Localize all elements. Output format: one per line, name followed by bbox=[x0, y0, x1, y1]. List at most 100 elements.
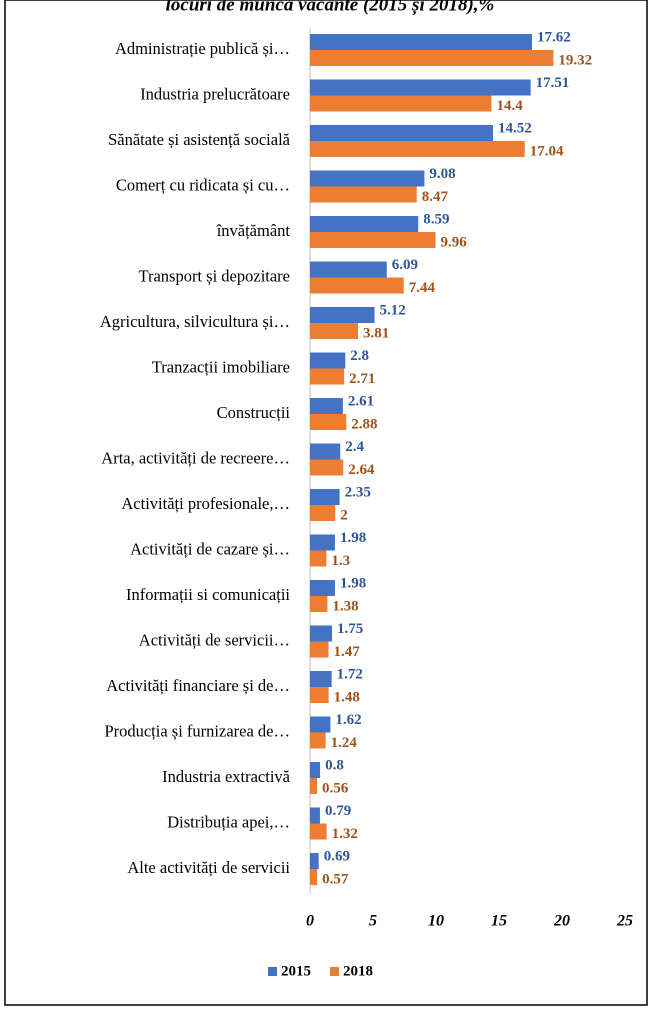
value-label: 14.52 bbox=[498, 120, 532, 136]
legend-swatch bbox=[268, 967, 277, 976]
category-label: învățământ bbox=[216, 221, 291, 240]
legend-swatch bbox=[330, 967, 339, 976]
bar bbox=[310, 232, 436, 248]
value-label: 1.98 bbox=[340, 530, 366, 546]
bar bbox=[310, 778, 318, 794]
x-tick-label: 15 bbox=[491, 913, 507, 930]
value-label: 1.62 bbox=[335, 712, 361, 728]
bar bbox=[310, 459, 344, 476]
value-label: 0.69 bbox=[324, 848, 350, 864]
value-label: 2 bbox=[340, 507, 348, 523]
bar bbox=[310, 95, 492, 112]
value-label: 0.79 bbox=[325, 803, 351, 819]
category-label: Activități de servicii… bbox=[139, 630, 290, 649]
bar bbox=[310, 216, 419, 232]
chart-title: locuri de muncă vacante (2015 și 2018),% bbox=[166, 0, 495, 15]
bar bbox=[310, 141, 525, 157]
bar bbox=[310, 50, 554, 66]
bar bbox=[310, 687, 329, 703]
bar bbox=[310, 869, 318, 885]
category-label: Activități financiare și de… bbox=[106, 676, 290, 695]
x-tick-label: 20 bbox=[553, 913, 570, 930]
value-label: 9.08 bbox=[429, 166, 455, 182]
value-label: 1.75 bbox=[337, 621, 363, 637]
bar bbox=[310, 277, 404, 294]
legend-label: 2015 bbox=[281, 963, 311, 979]
value-label: 1.3 bbox=[331, 553, 350, 569]
bar bbox=[310, 550, 327, 567]
value-label: 1.98 bbox=[340, 575, 366, 591]
bar bbox=[310, 307, 375, 323]
category-label: Comerț cu ridicata și cu… bbox=[116, 175, 290, 194]
value-label: 0.8 bbox=[325, 757, 344, 773]
bar bbox=[310, 398, 343, 414]
value-label: 1.47 bbox=[334, 644, 361, 660]
category-label: Industria extractivă bbox=[162, 767, 290, 786]
x-tick-label: 5 bbox=[369, 913, 377, 930]
bar bbox=[310, 762, 321, 778]
legend-label: 2018 bbox=[343, 963, 373, 979]
bar bbox=[310, 489, 340, 505]
value-label: 8.47 bbox=[422, 189, 449, 205]
value-label: 7.44 bbox=[409, 280, 436, 296]
value-label: 17.51 bbox=[536, 75, 570, 91]
category-label: Agricultura, silvicultura și… bbox=[100, 312, 290, 331]
value-label: 1.24 bbox=[331, 735, 358, 751]
category-label: Administrație publică și… bbox=[115, 39, 290, 58]
value-label: 2.4 bbox=[345, 439, 364, 455]
category-label: Construcții bbox=[217, 403, 291, 422]
bar bbox=[310, 186, 417, 203]
value-label: 1.32 bbox=[332, 826, 358, 842]
value-label: 8.59 bbox=[423, 211, 449, 227]
value-label: 14.4 bbox=[496, 98, 523, 114]
bar bbox=[310, 261, 387, 278]
bar bbox=[310, 323, 359, 339]
bar bbox=[310, 807, 320, 824]
value-label: 9.96 bbox=[440, 234, 467, 250]
x-tick-label: 0 bbox=[306, 913, 314, 930]
bar bbox=[310, 732, 326, 749]
value-label: 2.61 bbox=[348, 393, 374, 409]
value-label: 19.32 bbox=[558, 52, 592, 68]
bar bbox=[310, 368, 345, 385]
value-label: 5.12 bbox=[380, 302, 406, 318]
value-label: 2.71 bbox=[349, 371, 375, 387]
bar bbox=[310, 625, 333, 642]
value-label: 0.57 bbox=[322, 871, 349, 887]
value-label: 2.88 bbox=[351, 416, 377, 432]
value-label: 17.04 bbox=[530, 143, 564, 159]
bar bbox=[310, 505, 336, 521]
category-label: Industria prelucrătoare bbox=[140, 84, 290, 103]
bar bbox=[310, 853, 319, 869]
frame bbox=[4, 0, 648, 1006]
category-label: Informații si comunicații bbox=[126, 585, 290, 604]
bar bbox=[310, 534, 335, 551]
bar bbox=[310, 823, 327, 840]
category-label: Activități profesionale,… bbox=[121, 494, 290, 513]
bar bbox=[310, 443, 341, 460]
bar bbox=[310, 34, 533, 50]
bar bbox=[310, 170, 425, 187]
value-label: 1.38 bbox=[332, 598, 358, 614]
value-label: 0.56 bbox=[322, 780, 349, 796]
category-label: Arta, activități de recreere… bbox=[101, 448, 290, 467]
value-label: 2.64 bbox=[348, 462, 375, 478]
category-label: Transport și depozitare bbox=[138, 266, 290, 285]
bar bbox=[310, 580, 335, 596]
category-label: Tranzacții imobiliare bbox=[152, 357, 290, 376]
bar bbox=[310, 125, 493, 141]
category-label: Sănătate și asistență socială bbox=[108, 130, 291, 149]
bar bbox=[310, 716, 331, 733]
bar bbox=[310, 352, 346, 369]
x-tick-label: 25 bbox=[616, 913, 633, 930]
category-label: Producția și furnizarea de… bbox=[104, 721, 290, 740]
value-label: 1.72 bbox=[337, 666, 363, 682]
value-label: 2.8 bbox=[350, 348, 369, 364]
bar bbox=[310, 79, 531, 96]
value-label: 17.62 bbox=[537, 29, 571, 45]
value-label: 1.48 bbox=[334, 689, 360, 705]
bar bbox=[310, 671, 332, 687]
category-label: Activități de cazare și… bbox=[130, 539, 290, 558]
bar bbox=[310, 596, 328, 612]
